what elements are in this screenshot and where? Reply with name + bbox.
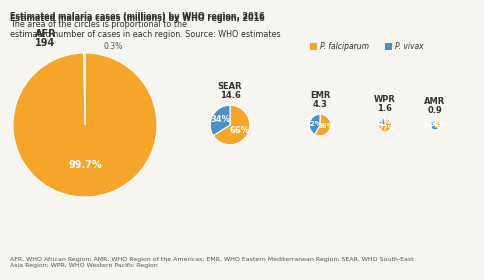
Text: 66%: 66%	[229, 126, 249, 135]
Text: 77%: 77%	[378, 125, 395, 131]
Wedge shape	[309, 114, 319, 134]
Text: 0.9: 0.9	[427, 106, 441, 115]
Text: 42%: 42%	[305, 120, 322, 127]
Text: WPR: WPR	[373, 95, 395, 104]
Text: 34%: 34%	[210, 115, 230, 124]
Wedge shape	[314, 114, 330, 136]
Wedge shape	[213, 105, 249, 145]
Bar	[309, 43, 317, 50]
Text: 23%: 23%	[374, 119, 390, 125]
Wedge shape	[83, 53, 85, 125]
Text: P. falciparum: P. falciparum	[319, 42, 368, 51]
Text: Estimated malaria cases (millions) by WHO region, 2016: Estimated malaria cases (millions) by WH…	[10, 14, 264, 23]
Wedge shape	[434, 120, 439, 128]
Wedge shape	[210, 105, 229, 136]
Text: 14.6: 14.6	[219, 91, 240, 100]
Text: The area of the circles is proportional to the
estimated number of cases in each: The area of the circles is proportional …	[10, 20, 280, 39]
Text: 64%: 64%	[423, 123, 440, 129]
Text: 194: 194	[35, 38, 55, 48]
Text: Estimated malaria cases (millions) by WHO region, 2016: Estimated malaria cases (millions) by WH…	[10, 12, 264, 21]
Text: 4.3: 4.3	[312, 100, 327, 109]
Text: 1.6: 1.6	[377, 104, 392, 113]
Text: AMR: AMR	[424, 97, 445, 106]
Text: 36%: 36%	[428, 121, 445, 127]
Text: P. vivax: P. vivax	[394, 42, 423, 51]
Text: 58%: 58%	[317, 123, 333, 129]
Text: 99.7%: 99.7%	[68, 160, 102, 170]
Text: AFR: AFR	[34, 29, 56, 39]
Bar	[384, 43, 391, 50]
Text: EMR: EMR	[309, 91, 330, 100]
Text: AFR, WHO African Region; AMR, WHO Region of the Americas; EMR, WHO Eastern Medit: AFR, WHO African Region; AMR, WHO Region…	[10, 257, 413, 268]
Wedge shape	[378, 118, 384, 125]
Text: 0.3%: 0.3%	[104, 42, 123, 51]
Wedge shape	[429, 120, 438, 130]
Text: SEAR: SEAR	[217, 82, 242, 91]
Wedge shape	[13, 53, 157, 197]
Wedge shape	[378, 118, 391, 132]
